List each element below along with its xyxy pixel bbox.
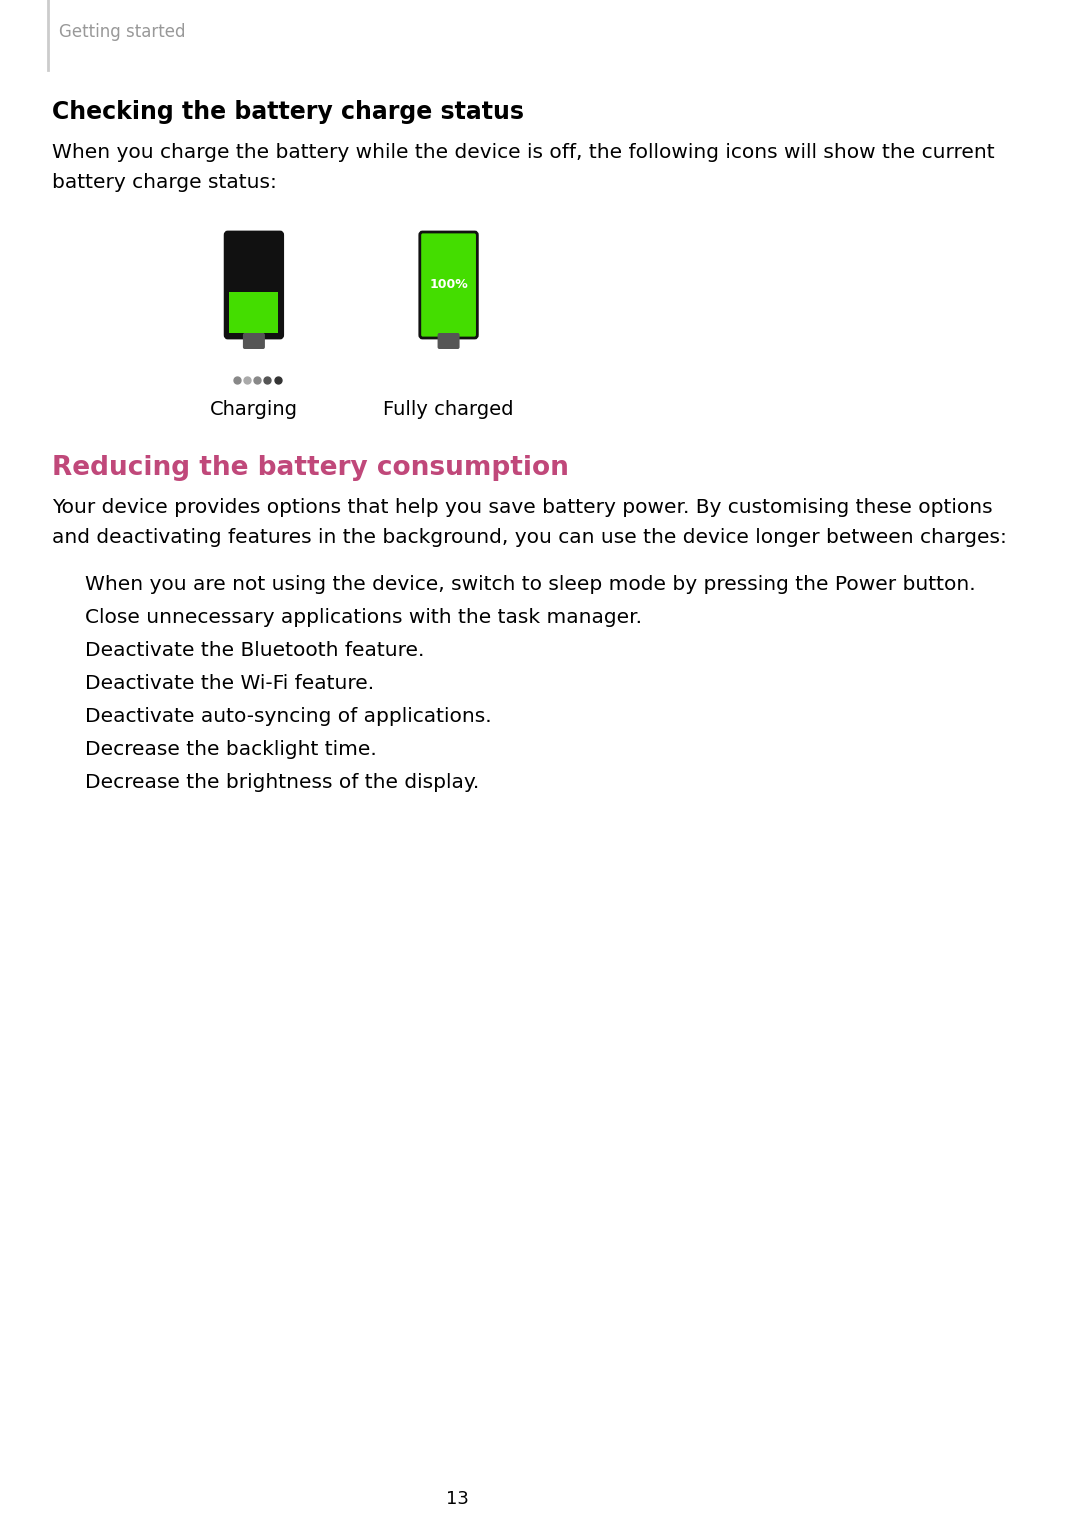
Text: Decrease the brightness of the display.: Decrease the brightness of the display. bbox=[84, 773, 478, 793]
Text: Deactivate the Wi-Fi feature.: Deactivate the Wi-Fi feature. bbox=[84, 673, 374, 693]
FancyBboxPatch shape bbox=[243, 333, 265, 350]
Text: Deactivate the Bluetooth feature.: Deactivate the Bluetooth feature. bbox=[84, 641, 424, 660]
Text: Getting started: Getting started bbox=[59, 23, 186, 41]
Text: Close unnecessary applications with the task manager.: Close unnecessary applications with the … bbox=[84, 608, 642, 628]
Text: Checking the battery charge status: Checking the battery charge status bbox=[53, 99, 525, 124]
Text: and deactivating features in the background, you can use the device longer betwe: and deactivating features in the backgro… bbox=[53, 528, 1008, 547]
Text: Your device provides options that help you save battery power. By customising th: Your device provides options that help y… bbox=[53, 498, 994, 518]
Text: Fully charged: Fully charged bbox=[383, 400, 514, 418]
Text: When you are not using the device, switch to sleep mode by pressing the Power bu: When you are not using the device, switc… bbox=[84, 576, 975, 594]
Text: Decrease the backlight time.: Decrease the backlight time. bbox=[84, 741, 377, 759]
Text: 100%: 100% bbox=[429, 278, 468, 292]
Text: Charging: Charging bbox=[210, 400, 298, 418]
Text: Reducing the battery consumption: Reducing the battery consumption bbox=[53, 455, 569, 481]
FancyBboxPatch shape bbox=[225, 232, 283, 337]
Bar bbox=[229, 292, 279, 333]
Text: 13: 13 bbox=[446, 1490, 469, 1509]
Text: When you charge the battery while the device is off, the following icons will sh: When you charge the battery while the de… bbox=[53, 144, 995, 162]
Text: battery charge status:: battery charge status: bbox=[53, 173, 278, 192]
FancyBboxPatch shape bbox=[437, 333, 460, 350]
FancyBboxPatch shape bbox=[420, 232, 477, 337]
Text: Deactivate auto-syncing of applications.: Deactivate auto-syncing of applications. bbox=[84, 707, 491, 725]
